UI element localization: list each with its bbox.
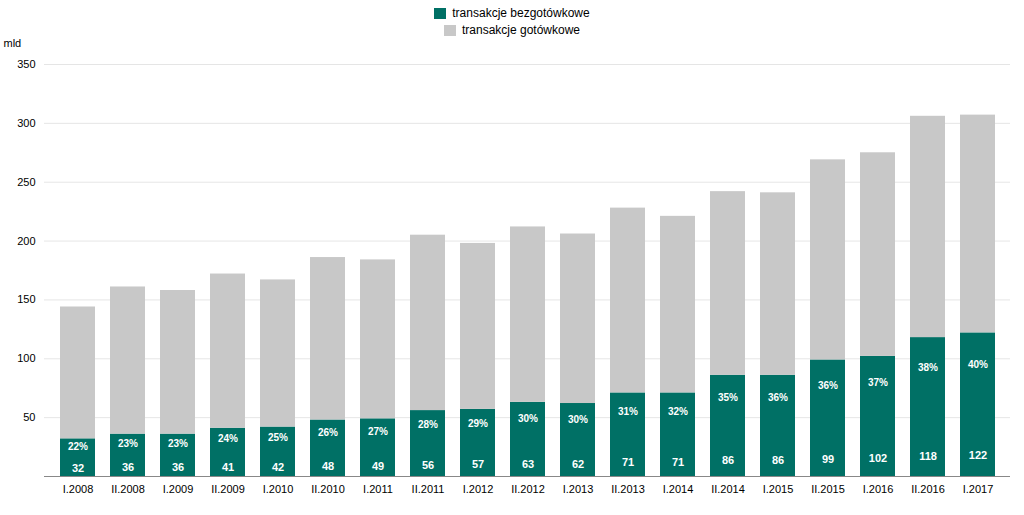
svg-text:31%: 31%	[618, 406, 638, 417]
svg-text:I.2011: I.2011	[363, 483, 393, 495]
svg-text:II.2011: II.2011	[412, 483, 445, 495]
svg-text:102: 102	[869, 452, 887, 464]
svg-text:II.2013: II.2013	[611, 483, 645, 495]
svg-text:26%: 26%	[318, 427, 338, 438]
svg-text:II.2008: II.2008	[111, 483, 145, 495]
svg-text:30%: 30%	[518, 413, 538, 424]
svg-text:23%: 23%	[118, 438, 138, 449]
svg-text:37%: 37%	[868, 377, 888, 388]
svg-text:I.2010: I.2010	[263, 483, 294, 495]
svg-text:250: 250	[17, 176, 35, 188]
svg-text:II.2014: II.2014	[711, 483, 745, 495]
svg-text:mld: mld	[4, 37, 22, 49]
svg-text:57: 57	[472, 458, 484, 470]
svg-text:36%: 36%	[818, 380, 838, 391]
svg-text:36: 36	[172, 461, 184, 473]
svg-text:118: 118	[919, 450, 937, 462]
svg-text:II.2016: II.2016	[911, 483, 945, 495]
svg-text:99: 99	[822, 453, 834, 465]
svg-text:35%: 35%	[718, 392, 738, 403]
svg-text:I.2013: I.2013	[563, 483, 594, 495]
svg-text:48: 48	[322, 460, 334, 472]
svg-text:350: 350	[17, 58, 35, 70]
svg-text:II.2009: II.2009	[211, 483, 245, 495]
svg-text:86: 86	[772, 454, 784, 466]
svg-text:24%: 24%	[218, 433, 238, 444]
svg-text:II.2015: II.2015	[811, 483, 845, 495]
svg-text:56: 56	[422, 459, 434, 471]
svg-text:I.2012: I.2012	[463, 483, 494, 495]
svg-text:28%: 28%	[418, 419, 438, 430]
svg-text:71: 71	[622, 456, 634, 468]
svg-text:42: 42	[272, 461, 284, 473]
svg-text:I.2016: I.2016	[863, 483, 894, 495]
svg-text:29%: 29%	[468, 418, 488, 429]
svg-text:41: 41	[222, 461, 234, 473]
svg-text:86: 86	[722, 454, 734, 466]
svg-text:I.2014: I.2014	[663, 483, 694, 495]
svg-text:30%: 30%	[568, 414, 588, 425]
svg-text:22%: 22%	[68, 441, 88, 452]
html-text:transakcje bezgotówkowe: transakcje bezgotówkowe	[452, 6, 590, 20]
svg-text:32: 32	[72, 462, 84, 474]
html-text:transakcje gotówkowe: transakcje gotówkowe	[462, 23, 580, 37]
svg-text:300: 300	[17, 117, 35, 129]
svg-text:100: 100	[17, 352, 35, 364]
svg-text:49: 49	[372, 460, 384, 472]
svg-text:27%: 27%	[368, 426, 388, 437]
svg-text:150: 150	[17, 293, 35, 305]
svg-text:I.2009: I.2009	[163, 483, 194, 495]
svg-text:I.2017: I.2017	[963, 483, 994, 495]
svg-text:200: 200	[17, 235, 35, 247]
svg-text:122: 122	[969, 449, 987, 461]
svg-text:23%: 23%	[168, 438, 188, 449]
svg-text:36%: 36%	[768, 392, 788, 403]
svg-text:62: 62	[572, 458, 584, 470]
svg-text:38%: 38%	[918, 362, 938, 373]
svg-text:I.2008: I.2008	[63, 483, 94, 495]
svg-text:25%: 25%	[268, 432, 288, 443]
svg-text:II.2010: II.2010	[311, 483, 345, 495]
svg-text:71: 71	[672, 456, 684, 468]
svg-text:63: 63	[522, 458, 534, 470]
svg-text:50: 50	[23, 411, 35, 423]
svg-text:32%: 32%	[668, 406, 688, 417]
svg-text:II.2012: II.2012	[511, 483, 545, 495]
svg-text:I.2015: I.2015	[763, 483, 794, 495]
svg-text:40%: 40%	[968, 359, 988, 370]
svg-text:36: 36	[122, 461, 134, 473]
